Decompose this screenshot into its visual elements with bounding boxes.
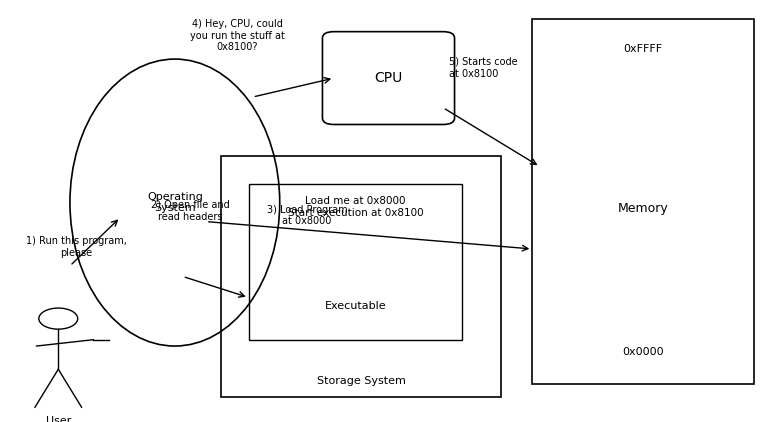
Text: Storage System: Storage System: [317, 376, 406, 386]
Text: 0x0000: 0x0000: [622, 347, 664, 357]
Text: Operating
System: Operating System: [147, 192, 203, 214]
Bar: [249, 184, 462, 340]
Text: Executable: Executable: [325, 301, 386, 311]
Text: Memory: Memory: [618, 202, 668, 215]
Text: 2) Open file and
read headers: 2) Open file and read headers: [151, 200, 230, 222]
Text: 4) Hey, CPU, could
you run the stuff at
0x8100?: 4) Hey, CPU, could you run the stuff at …: [190, 19, 284, 52]
Text: 1) Run this program,
please: 1) Run this program, please: [26, 236, 127, 258]
Text: 0xFFFF: 0xFFFF: [623, 43, 663, 54]
Bar: [532, 19, 754, 384]
Text: Load me at 0x8000
Start execution at 0x8100: Load me at 0x8000 Start execution at 0x8…: [287, 196, 423, 218]
Text: 3) Load Program
at 0x8000: 3) Load Program at 0x8000: [267, 205, 347, 226]
Text: 5) Starts code
at 0x8100: 5) Starts code at 0x8100: [449, 57, 517, 78]
Bar: [221, 156, 501, 397]
Text: CPU: CPU: [375, 71, 402, 85]
Text: User: User: [46, 416, 71, 422]
